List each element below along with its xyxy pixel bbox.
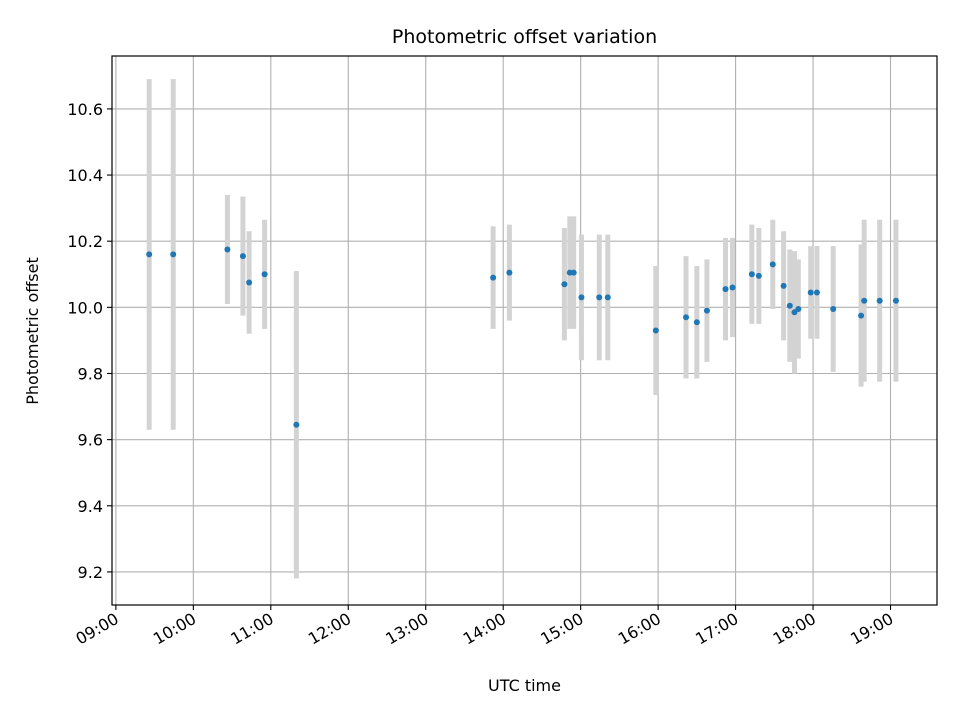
x-axis-title: UTC time	[488, 676, 561, 695]
y-tick-label: 10.2	[67, 232, 103, 251]
data-point	[703, 307, 710, 314]
data-point	[239, 253, 246, 260]
y-tick-label: 10.0	[67, 298, 103, 317]
data-point	[596, 294, 603, 301]
data-point	[795, 306, 802, 313]
data-point	[506, 269, 513, 276]
y-tick-label: 10.4	[67, 166, 103, 185]
y-tick-label: 9.6	[78, 431, 103, 450]
y-tick-label: 10.6	[67, 100, 103, 119]
y-tick-label: 9.8	[78, 364, 103, 383]
data-point	[786, 302, 793, 309]
data-point	[246, 279, 253, 286]
data-point	[755, 272, 762, 279]
data-point	[722, 286, 729, 293]
data-point	[570, 269, 577, 276]
y-tick-label: 9.2	[78, 563, 103, 582]
y-axis-title: Photometric offset	[23, 257, 42, 405]
data-point	[858, 312, 865, 319]
chart-title: Photometric offset variation	[392, 26, 657, 48]
data-point	[604, 294, 611, 301]
data-points	[146, 246, 899, 428]
grid-lines	[112, 56, 937, 605]
data-point	[578, 294, 585, 301]
y-tick-label: 9.4	[78, 497, 103, 516]
data-point	[748, 271, 755, 278]
data-point	[892, 297, 899, 304]
data-point	[490, 274, 497, 281]
data-point	[807, 289, 814, 296]
data-point	[693, 319, 700, 326]
data-point	[729, 284, 736, 291]
data-point	[861, 297, 868, 304]
data-point	[561, 281, 568, 288]
data-point	[813, 289, 820, 296]
data-point	[170, 251, 177, 258]
data-point	[293, 421, 300, 428]
data-point	[261, 271, 268, 278]
plot-frame	[111, 55, 938, 606]
data-point	[780, 282, 787, 289]
data-point	[146, 251, 153, 258]
data-point	[830, 306, 837, 313]
data-point	[876, 297, 883, 304]
data-point	[224, 246, 231, 253]
data-point	[652, 327, 659, 334]
data-point	[769, 261, 776, 268]
data-point	[683, 314, 690, 321]
